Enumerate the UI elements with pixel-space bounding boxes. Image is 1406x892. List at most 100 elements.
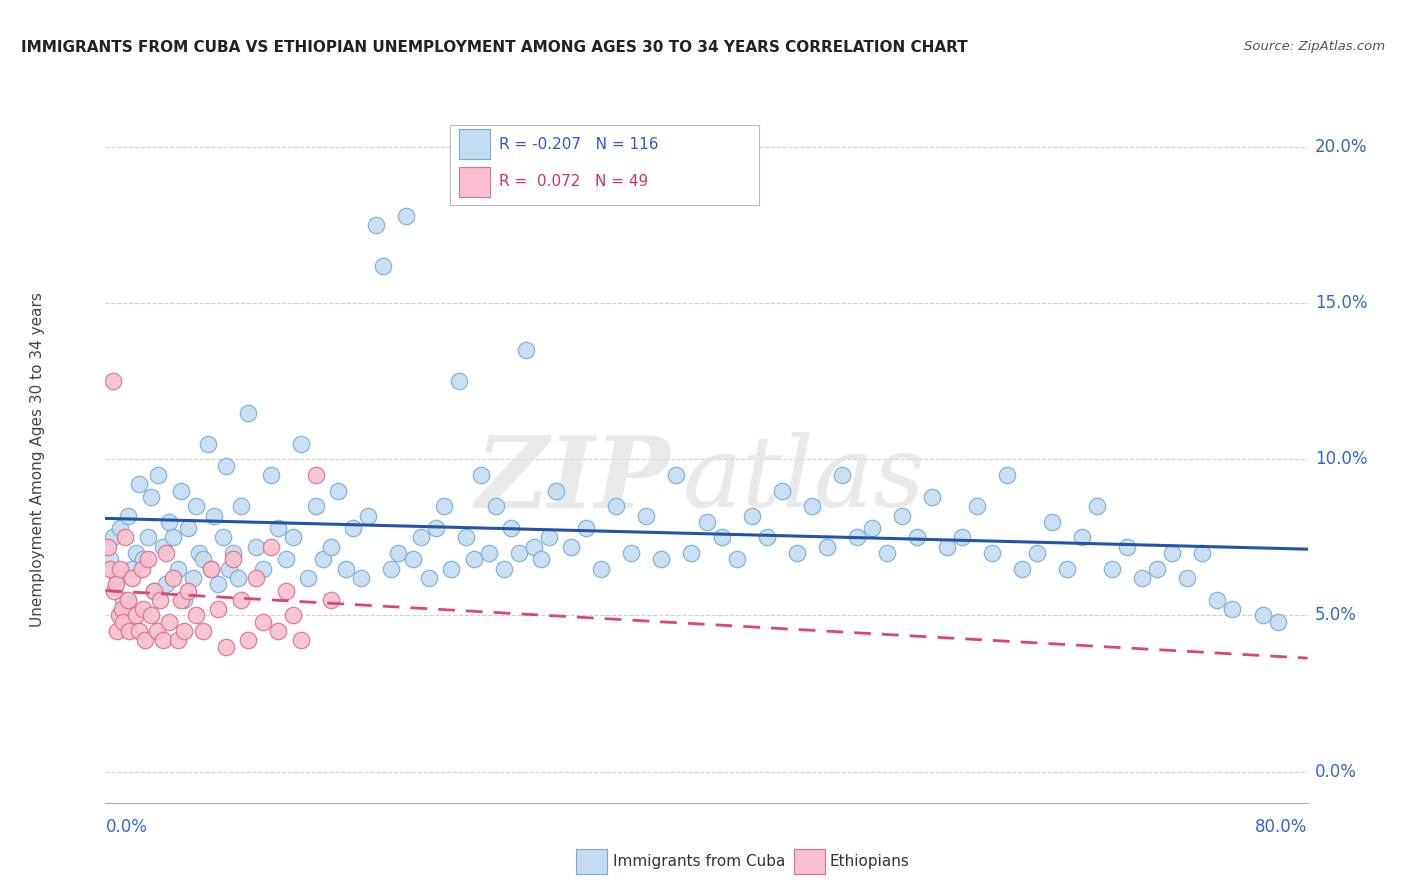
Point: [364, 219, 387, 233]
Text: Ethiopians: Ethiopians: [830, 855, 910, 869]
Point: [124, 608, 146, 623]
Point: [157, 615, 180, 629]
Point: [546, 483, 568, 498]
Point: [124, 546, 146, 560]
Point: [97, 540, 120, 554]
Point: [515, 343, 537, 358]
Point: [200, 562, 222, 576]
Text: 15.0%: 15.0%: [1315, 294, 1368, 312]
Point: [447, 375, 470, 389]
Point: [283, 530, 305, 544]
Point: [425, 521, 447, 535]
Point: [202, 508, 225, 523]
Point: [177, 583, 200, 598]
Point: [112, 615, 135, 629]
Point: [110, 562, 132, 576]
Point: [121, 571, 143, 585]
Point: [1116, 540, 1139, 554]
Point: [181, 571, 204, 585]
Point: [214, 458, 236, 473]
Text: 0.0%: 0.0%: [1315, 763, 1357, 780]
Point: [1056, 562, 1078, 576]
Point: [1101, 562, 1123, 576]
Point: [162, 571, 184, 585]
Point: [786, 546, 808, 560]
Point: [1130, 571, 1153, 585]
Point: [710, 530, 733, 544]
Point: [1040, 515, 1063, 529]
Point: [319, 592, 342, 607]
Point: [665, 467, 688, 482]
Point: [139, 608, 162, 623]
Point: [335, 562, 357, 576]
Point: [312, 552, 335, 566]
Text: 80.0%: 80.0%: [1256, 819, 1308, 837]
Point: [101, 375, 124, 389]
Point: [815, 540, 838, 554]
Point: [305, 500, 328, 514]
Point: [1191, 546, 1213, 560]
Point: [155, 546, 177, 560]
Text: R =  0.072   N = 49: R = 0.072 N = 49: [499, 174, 648, 189]
Point: [995, 467, 1018, 482]
Point: [238, 405, 260, 420]
Point: [440, 562, 463, 576]
Point: [207, 577, 229, 591]
Point: [418, 571, 440, 585]
Point: [620, 546, 643, 560]
Point: [530, 552, 553, 566]
Point: [260, 467, 283, 482]
Point: [387, 546, 409, 560]
Point: [1267, 615, 1289, 629]
Text: 10.0%: 10.0%: [1315, 450, 1368, 468]
Point: [1011, 562, 1033, 576]
Text: Unemployment Among Ages 30 to 34 years: Unemployment Among Ages 30 to 34 years: [31, 292, 45, 627]
Point: [537, 530, 560, 544]
Point: [409, 530, 432, 544]
Point: [478, 546, 501, 560]
Point: [860, 521, 883, 535]
Point: [981, 546, 1004, 560]
Point: [222, 546, 245, 560]
Point: [187, 546, 209, 560]
Text: atlas: atlas: [682, 433, 925, 528]
Point: [112, 592, 135, 607]
Point: [157, 515, 180, 529]
Point: [142, 583, 165, 598]
Point: [681, 546, 703, 560]
Point: [107, 624, 129, 639]
Point: [177, 521, 200, 535]
Point: [350, 571, 373, 585]
Point: [211, 530, 233, 544]
Text: 20.0%: 20.0%: [1315, 138, 1368, 156]
Point: [166, 633, 188, 648]
Point: [508, 546, 530, 560]
Point: [905, 530, 928, 544]
Point: [373, 259, 395, 273]
Point: [107, 571, 129, 585]
Bar: [460, 167, 491, 197]
Point: [207, 602, 229, 616]
Text: IMMIGRANTS FROM CUBA VS ETHIOPIAN UNEMPLOYMENT AMONG AGES 30 TO 34 YEARS CORRELA: IMMIGRANTS FROM CUBA VS ETHIOPIAN UNEMPL…: [21, 40, 967, 55]
Point: [357, 508, 380, 523]
Point: [152, 540, 174, 554]
Point: [238, 633, 260, 648]
Point: [260, 540, 283, 554]
Point: [402, 552, 425, 566]
Text: Immigrants from Cuba: Immigrants from Cuba: [613, 855, 786, 869]
Point: [380, 562, 402, 576]
Point: [1026, 546, 1049, 560]
Point: [560, 540, 582, 554]
Point: [114, 530, 136, 544]
Point: [470, 467, 492, 482]
Point: [117, 508, 139, 523]
Point: [136, 552, 159, 566]
Point: [1161, 546, 1184, 560]
Point: [166, 562, 188, 576]
Point: [1146, 562, 1168, 576]
Point: [696, 515, 718, 529]
Text: ZIP: ZIP: [475, 432, 671, 528]
Point: [108, 608, 131, 623]
Point: [222, 552, 245, 566]
Point: [214, 640, 236, 654]
